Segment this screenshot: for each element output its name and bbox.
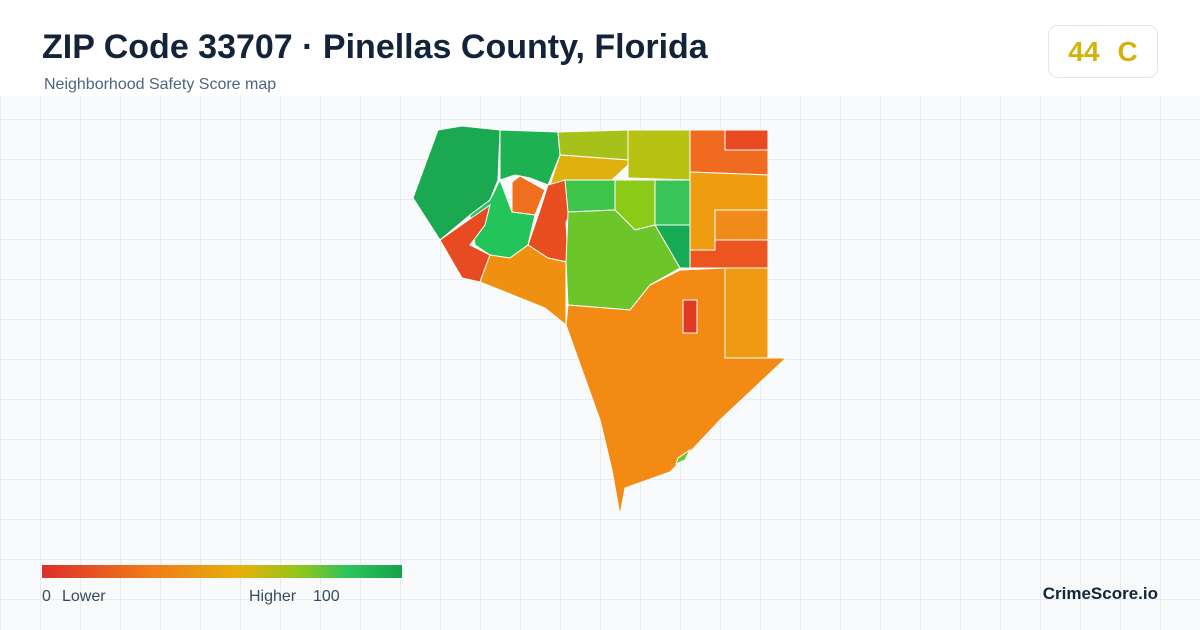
region [564, 179, 616, 213]
brand: CrimeScore.io [1042, 584, 1158, 603]
subtitle: Neighborhood Safety Score map [44, 76, 277, 93]
region [469, 178, 536, 259]
region [675, 448, 692, 465]
region [627, 129, 691, 181]
region [439, 203, 491, 283]
region [479, 244, 567, 327]
region [714, 209, 769, 241]
legend-low-label: Lower [62, 588, 106, 605]
region [724, 267, 769, 359]
legend-min: 0 [42, 588, 51, 605]
region [565, 209, 681, 311]
region [412, 125, 501, 241]
score-grade: C [1117, 35, 1138, 67]
legend-high-label: Higher [249, 588, 297, 605]
region [565, 267, 788, 516]
score-value: 44 [1068, 35, 1100, 67]
region [654, 179, 691, 226]
title: ZIP Code 33707 · Pinellas County, Florid… [42, 28, 708, 66]
legend-gradient [42, 565, 402, 578]
score-badge: 44 C [1048, 25, 1158, 78]
region [511, 175, 546, 216]
region [682, 299, 698, 334]
region [499, 129, 561, 186]
legend-max: 100 [313, 588, 340, 605]
region [724, 129, 769, 151]
regions [412, 125, 788, 516]
